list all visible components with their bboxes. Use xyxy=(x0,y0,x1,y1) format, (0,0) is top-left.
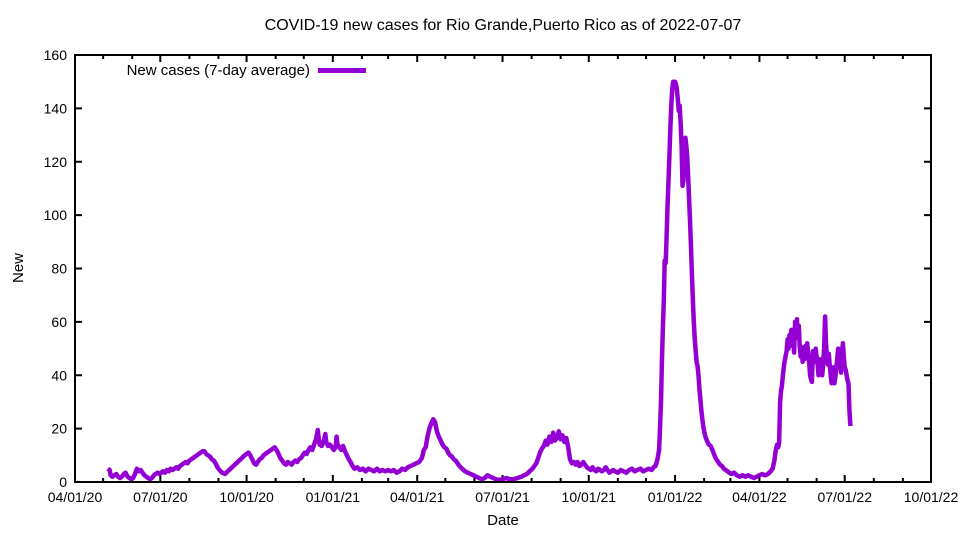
legend-label: New cases (7-day average) xyxy=(126,62,310,79)
axis-ticks xyxy=(74,54,932,483)
x-tick-label: 10/01/22 xyxy=(904,489,959,505)
y-tick-label: 0 xyxy=(59,474,67,490)
x-tick-label: 07/01/20 xyxy=(133,489,188,505)
y-tick-label: 100 xyxy=(44,207,68,223)
y-tick-label: 160 xyxy=(44,47,68,63)
y-tick-label: 20 xyxy=(51,421,67,437)
chart-title: COVID-19 new cases for Rio Grande,Puerto… xyxy=(264,17,742,34)
y-tick-label: 40 xyxy=(51,367,67,383)
y-tick-label: 60 xyxy=(51,314,67,330)
y-tick-label: 120 xyxy=(44,154,68,170)
x-axis-label: Date xyxy=(487,512,519,529)
series-line xyxy=(106,79,853,483)
x-tick-label: 01/01/21 xyxy=(306,489,361,505)
x-tick-label: 07/01/22 xyxy=(817,489,872,505)
y-axis-label: New xyxy=(9,253,27,284)
legend: New cases (7-day average) xyxy=(0,62,366,79)
x-tick-label: 04/01/21 xyxy=(390,489,445,505)
x-tick-label: 01/01/22 xyxy=(648,489,703,505)
y-tick-label: 140 xyxy=(44,100,68,116)
plot-border xyxy=(74,54,932,483)
y-tick-label: 80 xyxy=(51,261,67,277)
x-tick-label: 10/01/21 xyxy=(562,489,617,505)
legend-line-swatch xyxy=(318,68,366,73)
x-tick-label: 04/01/20 xyxy=(48,489,103,505)
x-tick-label: 10/01/20 xyxy=(219,489,274,505)
x-tick-label: 07/01/21 xyxy=(475,489,530,505)
x-tick-label: 04/01/22 xyxy=(732,489,787,505)
